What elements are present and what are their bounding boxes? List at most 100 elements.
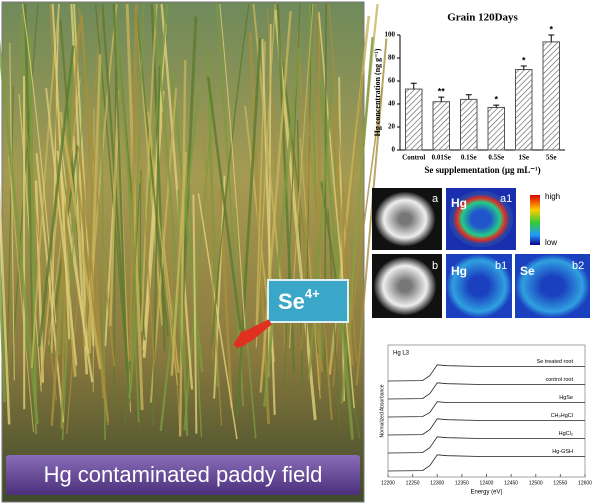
grass [35,153,65,423]
x-tick-label: 12450 [504,480,518,486]
y-tick-label: 0 [392,146,396,154]
grass [218,188,233,408]
spectrum [387,436,585,454]
x-tick-label: 0.5Se [488,154,504,162]
series-label: HgCl₂ [559,431,573,437]
significance: * [549,24,553,34]
image-b2 [515,254,590,318]
x-tick-label: 12250 [406,480,420,486]
grass [234,207,257,439]
spectrum [387,401,585,418]
grass [28,35,37,404]
image-b1 [446,254,512,318]
grass [37,45,75,347]
root-section [375,192,435,246]
grass [255,3,276,348]
grass [170,74,204,373]
significance: * [522,55,526,65]
spectrum [387,454,585,472]
x-axis-label: Energy (eV) [470,490,502,496]
panel-label: b [432,260,438,272]
grass [261,38,276,415]
grass [197,193,238,440]
bar [542,41,560,151]
series-label: CH₃HgCl [551,413,573,419]
x-tick-label: 12600 [578,480,592,486]
spectrum [387,418,585,436]
bar [405,88,423,151]
y-axis-label: Normalized Absorbance [379,384,385,437]
panel-label: b2 [572,260,584,272]
grass [142,90,165,358]
x-tick-label: 1Se [519,154,530,162]
grass [170,151,188,376]
grass [347,86,384,345]
error-bar [520,65,527,70]
x-tick-label: 12500 [529,480,543,486]
x-tick-label: 12350 [455,480,469,486]
error-bar [438,96,445,102]
panel-label: a1 [500,193,512,205]
grass [9,42,15,381]
grass [59,112,102,370]
error-bar [410,82,417,90]
grass [192,194,198,434]
y-tick-label: 20 [388,123,396,131]
grass [50,3,60,354]
arrow [233,319,272,349]
y-tick-label: 40 [388,100,396,108]
grass [130,3,145,392]
element-label: Hg [451,264,467,278]
grass [0,38,39,425]
y-tick-label: 100 [385,31,396,39]
banner-text: Hg contaminated paddy field [44,462,323,487]
banner-box [6,455,360,495]
grass [77,146,110,422]
x-tick-label: Control [402,154,425,162]
grass [318,80,354,440]
y-tick-label: 80 [388,54,396,62]
grass [128,3,169,399]
grass [259,10,292,393]
grass [140,3,158,332]
grass [206,76,242,330]
y-tick-label: 60 [388,77,396,85]
x-tick-label: 12550 [553,480,567,486]
grass [160,3,194,390]
grass [21,3,57,324]
scale-high: high [545,192,560,201]
grass [210,3,250,348]
x-axis-label: Se supplementation (μg mL⁻¹) [424,165,540,175]
grass [330,105,354,366]
panel-label: a [432,193,439,205]
significance: * [494,95,498,105]
scale-low: low [545,238,557,247]
grass [109,90,120,327]
x-tick-label: 12300 [430,480,444,486]
error-bar [465,94,472,100]
series-label: control root [545,377,573,383]
x-tick-label: 0.01Se [432,154,451,162]
series-label: HgSe [559,395,573,401]
callout-text: Se4+ [278,286,320,313]
chart-title: Hg L3 [393,351,410,357]
bar [432,101,450,151]
x-tick-label: 12400 [480,480,494,486]
callout-charge: 4+ [305,286,320,301]
grass [152,65,161,427]
grass [219,3,246,329]
grass [263,47,301,408]
grass [138,169,142,430]
grass [128,3,138,362]
grass [235,38,262,417]
series-label: Hg-GSH [552,449,573,455]
bar [487,106,505,151]
grass [50,23,81,426]
grass [307,74,334,380]
x-tick-label: 12200 [381,480,395,486]
grass [299,137,321,399]
charts: Grain 120Days020406080100Control**0.01Se… [373,12,592,496]
series-label: Se treated root [537,359,574,365]
grass [0,3,388,441]
